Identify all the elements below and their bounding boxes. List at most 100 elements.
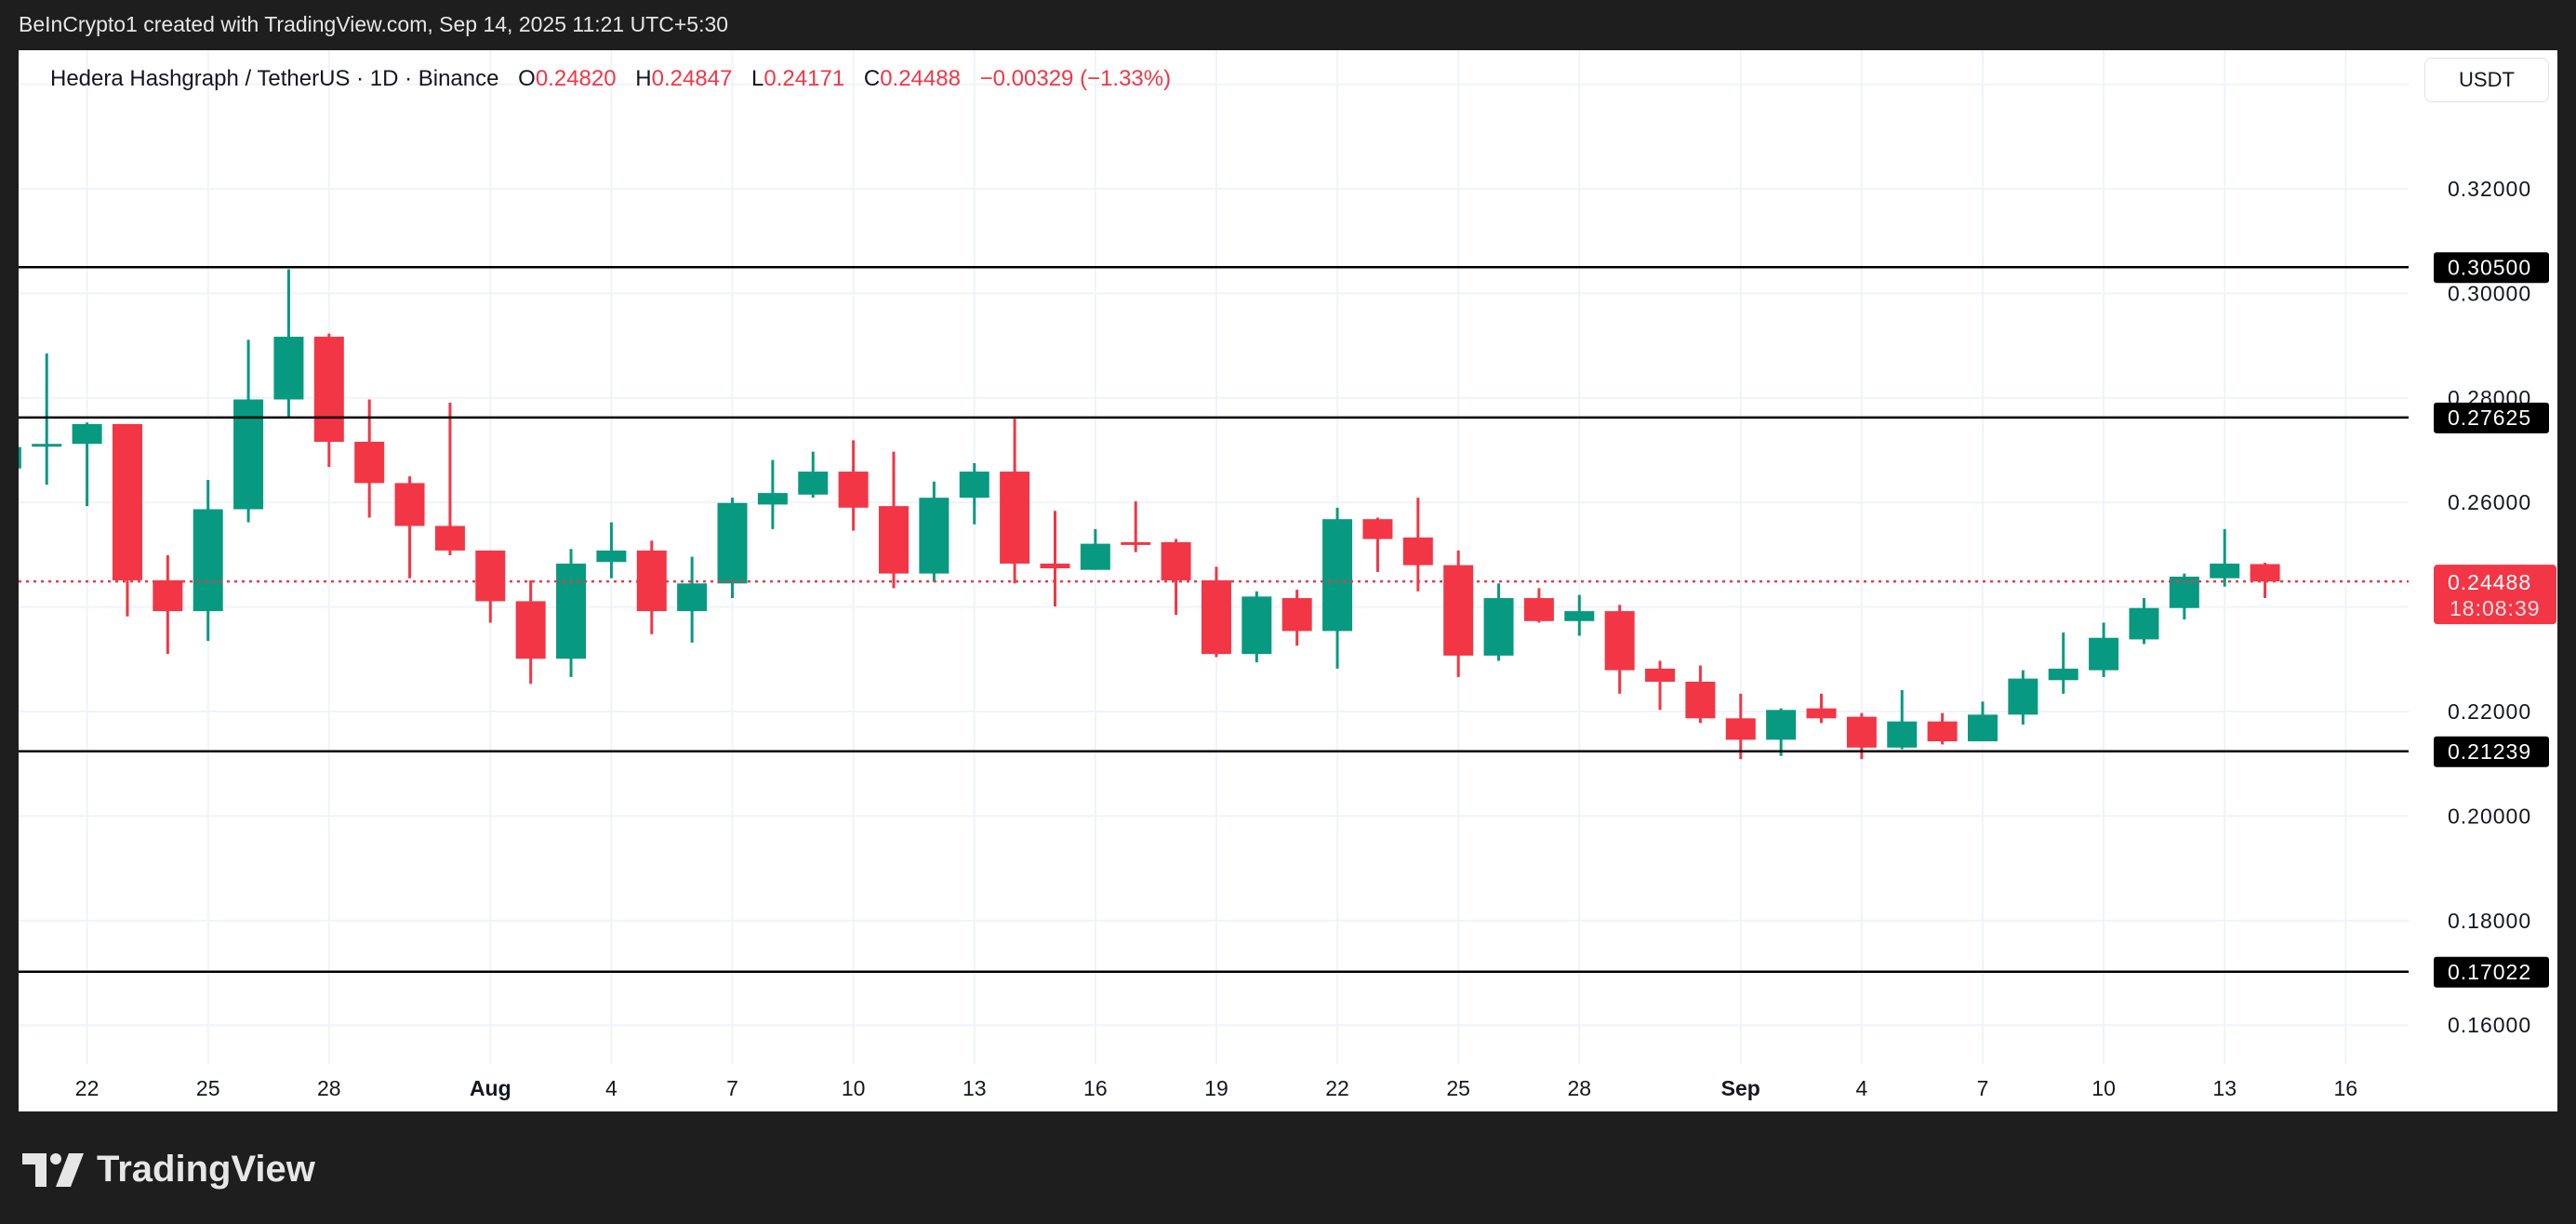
candle-body[interactable] (2089, 637, 2119, 671)
candle-body[interactable] (2210, 563, 2240, 579)
y-tick-label: 0.26000 (2448, 490, 2531, 514)
candle-body[interactable] (2048, 668, 2078, 681)
candle-body[interactable] (313, 337, 344, 443)
y-tick-label: 0.22000 (2448, 699, 2531, 724)
close-label: C (863, 66, 881, 91)
candle-body[interactable] (1806, 708, 1837, 719)
candle-body[interactable] (1443, 565, 1474, 656)
candle-body[interactable] (1564, 611, 1595, 621)
key-level-label: 0.17022 (2448, 960, 2531, 984)
last-price-label: 0.24488 (2448, 570, 2531, 594)
candle-body[interactable] (475, 550, 506, 602)
candle-body[interactable] (1121, 541, 1151, 545)
candle-body[interactable] (1161, 541, 1191, 580)
candle-body[interactable] (1645, 668, 1676, 682)
symbol-legend: Hedera Hashgraph / TetherUS · 1D · Binan… (50, 66, 1171, 92)
x-tick-label: 10 (842, 1076, 866, 1100)
candle-body[interactable] (233, 399, 264, 510)
candle-body[interactable] (1523, 598, 1554, 621)
candle-body[interactable] (2008, 678, 2038, 715)
candle-body[interactable] (32, 444, 62, 447)
candle-body[interactable] (1281, 598, 1312, 632)
key-level-tag (2434, 736, 2549, 767)
candle-body[interactable] (1242, 596, 1272, 655)
key-level-tag (2434, 402, 2549, 433)
y-tick-label: 0.16000 (2448, 1013, 2531, 1037)
candle-body[interactable] (919, 498, 949, 574)
candle-body[interactable] (1967, 714, 1998, 742)
x-tick-label: 16 (2334, 1076, 2358, 1100)
candle-body[interactable] (717, 502, 748, 584)
candle-body[interactable] (273, 337, 304, 400)
x-tick-label: 10 (2091, 1076, 2116, 1100)
low-label: L (751, 66, 764, 91)
x-tick-label: Aug (470, 1076, 511, 1100)
y-tick-label: 0.32000 (2448, 177, 2531, 201)
candle-body[interactable] (838, 472, 869, 508)
key-level-tag (2434, 252, 2549, 284)
y-tick-label: 0.20000 (2448, 804, 2531, 828)
candle-body[interactable] (394, 483, 425, 526)
candle-body[interactable] (879, 506, 909, 574)
x-tick-label: 25 (1446, 1076, 1470, 1100)
candle-body[interactable] (72, 423, 102, 445)
low-value: 0.24171 (764, 66, 845, 91)
change-value: −0.00329 (−1.33%) (979, 66, 1172, 91)
candlestick-chart[interactable]: 0.160000.180000.200000.220000.260000.280… (19, 50, 2557, 1111)
x-tick-label: 7 (1977, 1076, 1989, 1100)
candle-body[interactable] (1766, 710, 1797, 740)
candle-body[interactable] (2250, 564, 2280, 582)
top-bar: BeInCrypto1 created with TradingView.com… (0, 0, 2576, 50)
x-tick-label: 22 (75, 1076, 100, 1100)
candle-body[interactable] (1322, 519, 1353, 632)
candle-body[interactable] (798, 472, 829, 495)
candle-body[interactable] (354, 442, 385, 484)
candle-body[interactable] (434, 526, 465, 551)
x-tick-label: 28 (1567, 1076, 1591, 1100)
candle-body[interactable] (2129, 607, 2159, 640)
x-tick-label: Sep (1721, 1076, 1760, 1100)
candle-body[interactable] (1080, 543, 1110, 570)
open-label: O (518, 66, 536, 91)
candle-body[interactable] (153, 579, 183, 612)
candle-body[interactable] (1846, 716, 1877, 748)
candle-body[interactable] (1483, 598, 1514, 656)
candle-body[interactable] (677, 583, 708, 612)
countdown-label: 18:08:39 (2450, 596, 2541, 620)
key-level-label: 0.21239 (2448, 739, 2531, 764)
chart-panel[interactable]: 0.16000 0.18000 0.20000 0.22000 0.26000 0.280… (19, 50, 2557, 1111)
key-level-label: 0.30500 (2448, 255, 2531, 279)
candle-body[interactable] (515, 601, 546, 659)
currency-button[interactable]: USDT (2424, 58, 2549, 102)
candle-body[interactable] (19, 446, 21, 469)
candle-body[interactable] (1201, 579, 1231, 655)
candle-body[interactable] (1402, 537, 1433, 565)
x-tick-label: 22 (1325, 1076, 1349, 1100)
x-tick-label: 4 (605, 1076, 617, 1100)
candle-body[interactable] (1000, 472, 1030, 564)
candle-body[interactable] (757, 493, 788, 505)
tradingview-logo-icon (22, 1152, 84, 1187)
x-tick-label: 13 (2212, 1076, 2237, 1100)
credit-text: BeInCrypto1 created with TradingView.com… (19, 12, 729, 36)
candle-body[interactable] (596, 550, 627, 563)
candle-body[interactable] (1725, 718, 1756, 740)
y-tick-label: 0.18000 (2448, 909, 2531, 933)
close-value: 0.24488 (880, 66, 961, 91)
candle-body[interactable] (1685, 681, 1716, 719)
candle-body[interactable] (556, 563, 587, 659)
candle-body[interactable] (193, 509, 223, 612)
candle-body[interactable] (1927, 721, 1958, 742)
candle-body[interactable] (1604, 611, 1635, 671)
candle-body[interactable] (1887, 721, 1918, 748)
high-label: H (635, 66, 652, 91)
key-level-tag (2434, 956, 2549, 988)
last-price-tag (2434, 565, 2556, 625)
x-tick-label: 7 (726, 1076, 738, 1100)
candle-body[interactable] (1040, 563, 1070, 569)
candle-body[interactable] (112, 423, 142, 580)
candle-body[interactable] (959, 472, 989, 499)
x-tick-label: 28 (317, 1076, 341, 1100)
key-level-label: 0.27625 (2448, 406, 2531, 430)
candle-body[interactable] (1362, 519, 1393, 539)
